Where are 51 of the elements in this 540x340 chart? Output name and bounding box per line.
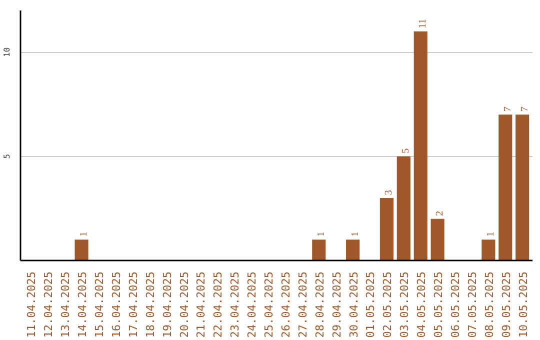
x-tick-label: 10.05.2025 (516, 271, 530, 338)
x-tick-label: 29.04.2025 (330, 271, 344, 338)
data-label: 7 (519, 106, 530, 112)
x-tick-label: 22.04.2025 (212, 271, 225, 338)
x-tick-label: 24.04.2025 (246, 271, 259, 338)
x-tick-label: 09.05.2025 (500, 271, 513, 338)
bar (430, 218, 444, 260)
x-tick-label: 25.04.2025 (262, 271, 276, 338)
bar (346, 240, 360, 260)
data-label: 5 (400, 148, 412, 154)
x-tick-label: 06.05.2025 (449, 271, 462, 338)
data-label: 11 (418, 18, 429, 28)
x-tick-label: 15.04.2025 (92, 271, 106, 338)
x-tick-label: 04.05.2025 (415, 271, 428, 338)
x-tick-label: 07.05.2025 (466, 271, 479, 338)
data-label: 1 (350, 232, 361, 237)
x-tick-label: 21.04.2025 (194, 271, 208, 338)
bar (380, 198, 394, 260)
bar (516, 114, 530, 260)
bar (396, 156, 410, 260)
data-label: 7 (502, 106, 514, 112)
x-tick-label: 01.05.2025 (364, 271, 378, 338)
x-tick-label: 28.04.2025 (313, 271, 326, 338)
x-tick-label: 30.04.2025 (347, 271, 360, 338)
y-tick-label: 10 (2, 47, 12, 57)
x-tick-label: 03.05.2025 (398, 271, 412, 338)
data-label: 1 (78, 232, 90, 237)
x-tick-label: 27.04.2025 (296, 271, 310, 338)
x-tick-label: 14.04.2025 (76, 271, 90, 338)
x-tick-label: 02.05.2025 (381, 271, 394, 338)
x-tick-label: 16.04.2025 (110, 271, 123, 338)
data-label: 2 (434, 210, 446, 216)
x-tick-label: 26.04.2025 (279, 271, 292, 338)
bar (74, 240, 88, 260)
x-tick-label: 05.05.2025 (432, 271, 446, 338)
x-tick-label: 19.04.2025 (160, 271, 174, 338)
data-label: 3 (384, 190, 395, 195)
data-label: 1 (316, 232, 327, 237)
x-tick-label: 13.04.2025 (59, 271, 72, 338)
x-tick-label: 18.04.2025 (144, 271, 157, 338)
x-tick-label: 08.05.2025 (482, 271, 496, 338)
x-tick-label: 11.04.2025 (25, 271, 38, 338)
bar (414, 31, 428, 260)
bar (482, 240, 496, 260)
x-tick-label: 20.04.2025 (178, 271, 191, 338)
bar (312, 240, 326, 260)
x-tick-label: 17.04.2025 (126, 271, 140, 338)
x-tick-label: 12.04.2025 (42, 271, 56, 338)
data-label: 1 (485, 232, 496, 237)
bar (498, 114, 512, 260)
x-tick-label: 23.04.2025 (228, 271, 242, 338)
